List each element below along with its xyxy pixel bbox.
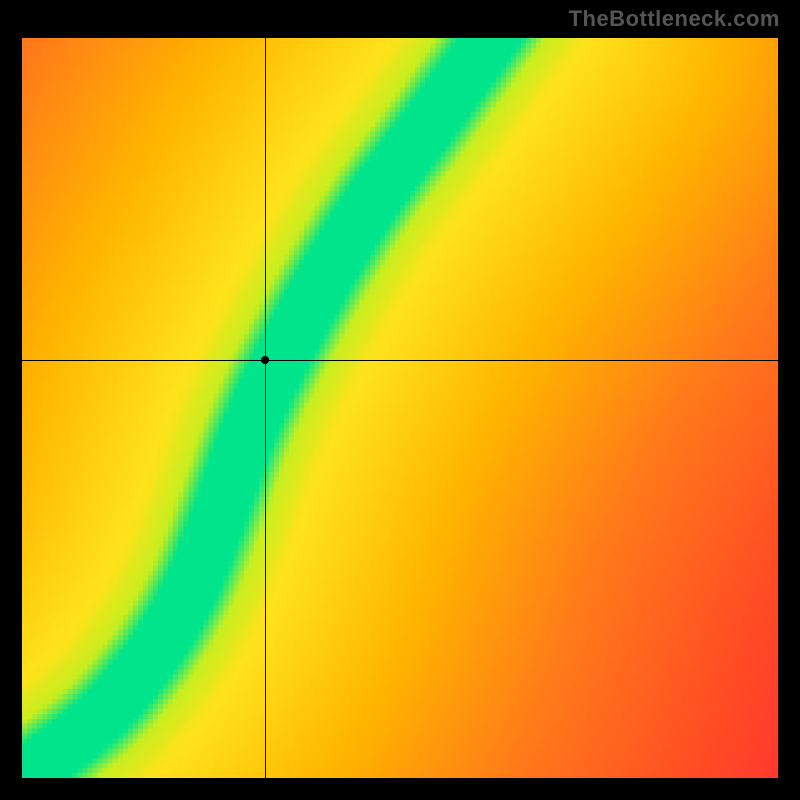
heatmap-canvas [22, 38, 778, 778]
heatmap-plot [22, 38, 778, 778]
watermark-text: TheBottleneck.com [569, 6, 780, 32]
